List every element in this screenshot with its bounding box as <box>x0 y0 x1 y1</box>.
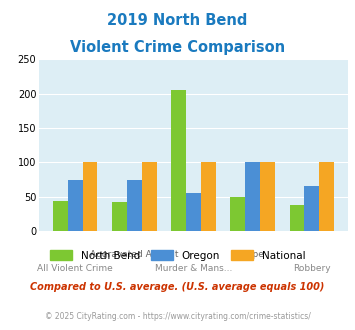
Bar <box>112 202 127 231</box>
Text: Violent Crime Comparison: Violent Crime Comparison <box>70 40 285 54</box>
Bar <box>319 162 334 231</box>
Bar <box>201 162 215 231</box>
Bar <box>171 90 186 231</box>
Bar <box>83 162 97 231</box>
Text: 2019 North Bend: 2019 North Bend <box>107 13 248 28</box>
Text: Murder & Mans...: Murder & Mans... <box>155 264 232 273</box>
Bar <box>127 180 142 231</box>
Bar <box>245 162 260 231</box>
Text: Compared to U.S. average. (U.S. average equals 100): Compared to U.S. average. (U.S. average … <box>30 282 325 292</box>
Bar <box>290 205 304 231</box>
Bar <box>230 197 245 231</box>
Bar <box>53 201 68 231</box>
Text: All Violent Crime: All Violent Crime <box>37 264 113 273</box>
Bar <box>68 180 83 231</box>
Bar <box>260 162 275 231</box>
Bar <box>304 186 319 231</box>
Text: Aggravated Assault: Aggravated Assault <box>90 250 179 259</box>
Bar <box>142 162 157 231</box>
Bar <box>186 193 201 231</box>
Legend: North Bend, Oregon, National: North Bend, Oregon, National <box>45 246 310 265</box>
Text: Robbery: Robbery <box>293 264 331 273</box>
Text: Rape: Rape <box>241 250 264 259</box>
Text: © 2025 CityRating.com - https://www.cityrating.com/crime-statistics/: © 2025 CityRating.com - https://www.city… <box>45 312 310 321</box>
